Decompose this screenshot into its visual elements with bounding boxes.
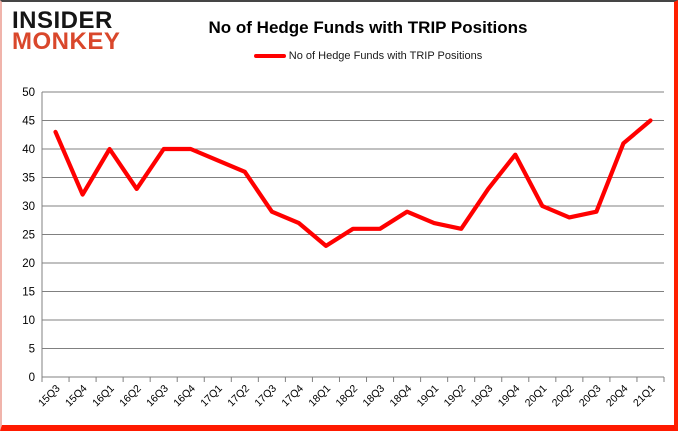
y-axis-tick-label: 5 [29, 344, 35, 356]
legend: No of Hedge Funds with TRIP Positions [62, 50, 674, 62]
x-axis-category-label: 16Q4 [171, 383, 198, 410]
x-axis-category-label: 20Q3 [577, 383, 604, 410]
y-axis-tick-label: 40 [22, 144, 35, 156]
x-axis-category-label: 20Q4 [604, 383, 631, 410]
x-axis-category-label: 17Q3 [252, 383, 279, 410]
series-line [53, 118, 653, 248]
logo-text-monkey: MONKEY [12, 28, 121, 56]
x-axis-category-label: 19Q1 [415, 383, 442, 410]
x-axis-category-label: 18Q2 [333, 383, 360, 410]
x-axis-category-label: 18Q3 [361, 383, 388, 410]
x-axis-category-label: 19Q2 [442, 383, 469, 410]
chart-title: No of Hedge Funds with TRIP Positions [208, 18, 528, 37]
y-axis-tick-label: 50 [22, 87, 35, 99]
x-axis-category-label: 16Q1 [90, 383, 117, 410]
x-axis-category-label: 19Q4 [496, 383, 523, 410]
x-axis-category-label: 19Q3 [469, 383, 496, 410]
y-axis-tick-label: 15 [22, 287, 35, 299]
legend-line-swatch [253, 54, 286, 58]
y-axis-tick-label: 10 [22, 315, 35, 327]
x-axis-category-label: 18Q4 [388, 383, 415, 410]
x-axis-category-label: 16Q2 [117, 383, 144, 410]
logo-text-insider: INSIDER [12, 7, 113, 34]
x-axis-category-label: 16Q3 [144, 383, 171, 410]
x-axis-category-label: 18Q1 [306, 383, 333, 410]
chart-header: No of Hedge Funds with TRIP Positions No… [62, 18, 674, 62]
y-axis-tick-label: 25 [22, 230, 35, 242]
x-axis-category-label: 17Q2 [225, 383, 252, 410]
x-axis-category-label: 21Q1 [631, 383, 658, 410]
x-axis-category-label: 17Q1 [198, 383, 225, 410]
y-axis-tick-label: 30 [22, 201, 35, 213]
legend-label: No of Hedge Funds with TRIP Positions [288, 50, 483, 62]
y-axis-tick-label: 20 [22, 258, 35, 270]
insider-monkey-logo: INSIDER MONKEY [12, 7, 121, 56]
y-axis-tick-label: 45 [22, 116, 35, 128]
x-axis-category-label: 17Q4 [279, 383, 306, 410]
x-axis-category-label: 20Q2 [550, 383, 577, 410]
x-axis-category-label: 15Q3 [36, 383, 63, 410]
x-axis-category-label: 15Q4 [63, 383, 90, 410]
y-axis-tick-label: 35 [22, 173, 35, 185]
y-axis-tick-label: 0 [29, 372, 35, 384]
x-axis-category-label: 20Q1 [523, 383, 550, 410]
